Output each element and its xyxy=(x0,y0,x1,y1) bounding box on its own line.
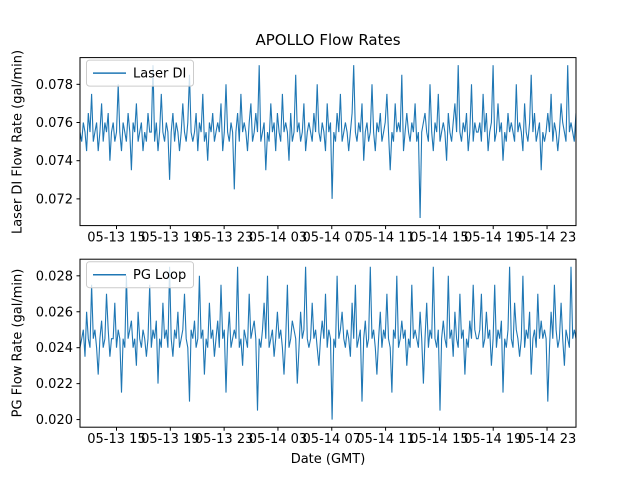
x-tick-label: 05-13 23 xyxy=(195,432,253,447)
x-tick-label: 05-13 15 xyxy=(87,432,145,447)
x-tick-label: 05-14 03 xyxy=(249,432,307,447)
y-tick-label: 0.074 xyxy=(36,154,73,169)
x-tick-label: 05-13 23 xyxy=(195,231,253,246)
x-tick-label: 05-14 23 xyxy=(518,432,576,447)
x-tick-label: 05-14 03 xyxy=(249,231,307,246)
axes-frame xyxy=(79,258,577,428)
x-tick-label: 05-14 15 xyxy=(410,231,468,246)
x-tick-label: 05-14 23 xyxy=(518,231,576,246)
legend-label: Laser DI xyxy=(133,67,186,82)
x-tick-label: 05-14 15 xyxy=(410,432,468,447)
x-tick-label: 05-13 15 xyxy=(87,231,145,246)
y-tick-label: 0.072 xyxy=(36,192,73,207)
x-tick-label: 05-14 19 xyxy=(464,432,522,447)
x-tick-label: 05-14 07 xyxy=(303,231,361,246)
legend-pg-loop: PG Loop xyxy=(86,261,194,289)
chart-title: APOLLO Flow Rates xyxy=(255,31,401,49)
legend-label: PG Loop xyxy=(133,268,186,283)
y-tick-label: 0.076 xyxy=(36,116,73,131)
y-tick-label: 0.022 xyxy=(36,377,73,392)
y-tick-label: 0.020 xyxy=(36,413,73,428)
series-line-laser-di xyxy=(80,65,576,219)
x-tick-label: 05-14 11 xyxy=(356,231,414,246)
y-tick-label: 0.028 xyxy=(36,269,73,284)
legend-box xyxy=(86,59,194,87)
y-tick-label: 0.078 xyxy=(36,78,73,93)
series-line-pg-loop xyxy=(80,266,576,420)
x-tick-label: 05-14 07 xyxy=(303,432,361,447)
x-tick-label: 05-14 19 xyxy=(464,231,522,246)
legend-laser-di: Laser DI xyxy=(86,59,194,87)
x-axis-label: Date (GMT) xyxy=(290,452,366,467)
x-tick-label: 05-13 19 xyxy=(141,432,199,447)
legend-box xyxy=(86,261,194,289)
axes-frame xyxy=(79,57,577,227)
y-tick-label: 0.024 xyxy=(36,341,73,356)
y-tick-label: 0.026 xyxy=(36,305,73,320)
x-tick-label: 05-13 19 xyxy=(141,231,199,246)
x-tick-label: 05-14 11 xyxy=(356,432,414,447)
